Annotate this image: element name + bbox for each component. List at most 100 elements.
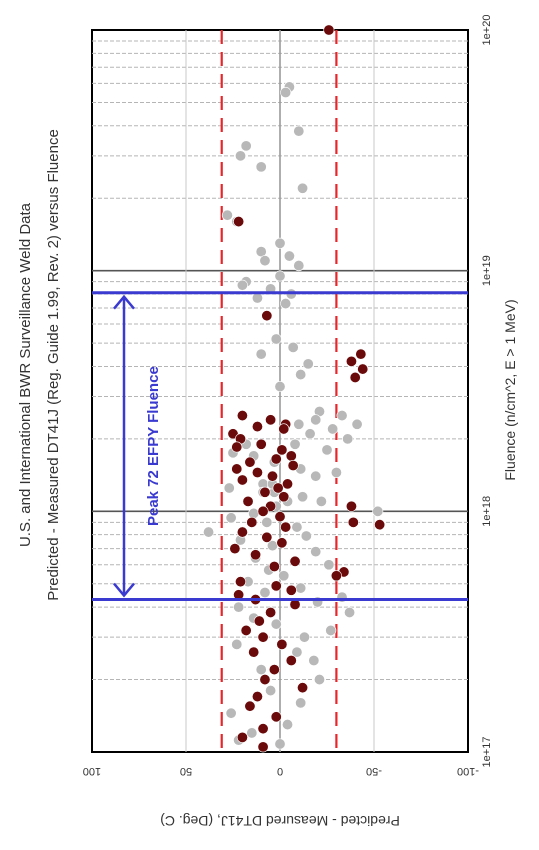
data-point (240, 624, 252, 636)
data-point (259, 255, 271, 267)
data-point (203, 526, 215, 538)
data-point (261, 516, 273, 528)
data-point (255, 161, 267, 173)
reference-lines (220, 30, 338, 752)
data-point (330, 466, 342, 478)
data-point (278, 491, 290, 503)
data-point (313, 674, 325, 686)
data-point (289, 438, 301, 450)
data-point (244, 700, 256, 712)
data-point (351, 418, 363, 430)
data-point (298, 631, 310, 643)
data-point (278, 570, 290, 582)
data-point (231, 638, 243, 650)
data-point (259, 586, 271, 598)
data-point (276, 537, 288, 549)
data-point (280, 298, 292, 310)
data-point (295, 582, 307, 594)
data-point (300, 530, 312, 542)
data-point (344, 606, 356, 618)
data-point (291, 646, 303, 658)
data-point (225, 512, 237, 524)
data-point (287, 460, 299, 472)
data-point (278, 423, 290, 435)
data-point (345, 355, 357, 367)
data-point (315, 495, 327, 507)
data-point (274, 511, 286, 523)
x-axis-title: Fluence (n/cm^2, E > 1 MeV) (502, 299, 518, 480)
data-point (236, 279, 248, 291)
data-point (266, 470, 278, 482)
data-point (251, 292, 263, 304)
data-point (248, 646, 260, 658)
data-point (229, 543, 241, 555)
data-point (270, 333, 282, 345)
chart-title-line2: Predicted - Measured DT41J (Reg. Guide 1… (45, 129, 62, 601)
data-point (250, 549, 262, 561)
data-point (297, 182, 309, 194)
data-point (310, 546, 322, 558)
data-point (265, 500, 277, 512)
data-point (274, 237, 286, 249)
data-point (244, 456, 256, 468)
data-point (330, 570, 342, 582)
tick-labels: 1e+17 1e+18 1e+19 1e+20 100 50 0 -50 -100 (83, 15, 493, 777)
data-point (293, 260, 305, 272)
x-tick-label: 1e+17 (481, 737, 493, 768)
data-point (310, 414, 322, 426)
data-point (285, 654, 297, 666)
data-point (236, 474, 248, 486)
data-point (255, 348, 267, 360)
y-tick-label: -50 (366, 765, 382, 777)
data-point (357, 363, 369, 375)
data-point (336, 410, 348, 422)
data-point (257, 741, 269, 753)
data-point (246, 727, 258, 739)
data-point (347, 516, 359, 528)
data-point (255, 438, 267, 450)
data-point (287, 341, 299, 353)
data-point (236, 410, 248, 422)
y-tick-label: 50 (180, 765, 192, 777)
data-point (251, 421, 263, 433)
data-point (327, 423, 339, 435)
x-tick-label: 1e+18 (481, 496, 493, 527)
data-point (304, 428, 316, 440)
data-point (274, 270, 286, 282)
data-points (203, 24, 386, 753)
data-point (274, 381, 286, 393)
data-point (268, 664, 280, 676)
data-point (321, 444, 333, 456)
data-point (240, 140, 252, 152)
data-point (308, 654, 320, 666)
data-point (268, 560, 280, 572)
data-point (257, 723, 269, 735)
data-point (297, 682, 309, 694)
data-point (242, 495, 254, 507)
chart-title-line1: U.S. and International BWR Surveillance … (17, 202, 34, 547)
y-tick-label: 100 (83, 765, 101, 777)
data-point (227, 428, 239, 440)
data-point (270, 711, 282, 723)
data-point (231, 441, 243, 453)
data-point (282, 719, 294, 731)
data-point (285, 450, 297, 462)
data-point (259, 486, 271, 498)
data-point (251, 466, 263, 478)
annotation-label: Peak 72 EFPY Fluence (145, 366, 162, 526)
data-point (231, 463, 243, 475)
data-point (233, 601, 245, 613)
data-point (374, 519, 386, 531)
data-point (246, 516, 258, 528)
data-point (265, 414, 277, 426)
data-point (325, 624, 337, 636)
data-point (297, 491, 309, 503)
data-point (270, 453, 282, 465)
data-point (236, 731, 248, 743)
x-tick-label: 1e+19 (481, 255, 493, 286)
data-point (345, 500, 357, 512)
data-point (236, 526, 248, 538)
x-tick-label: 1e+20 (481, 15, 493, 46)
y-tick-label: -100 (457, 765, 479, 777)
